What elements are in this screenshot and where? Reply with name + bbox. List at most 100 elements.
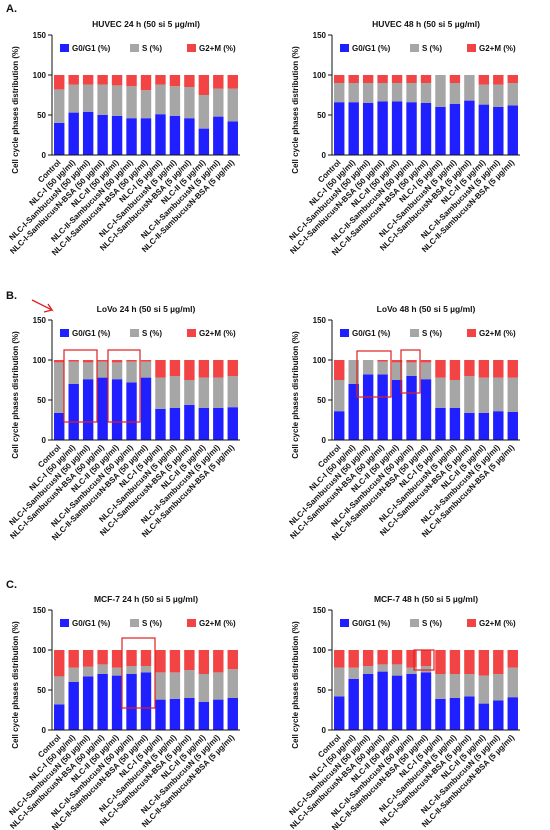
bar-segment <box>227 75 238 89</box>
y-axis-label: Cell cycle phases distribution (%) <box>291 46 300 174</box>
bar-segment <box>478 377 490 413</box>
bar-segment <box>97 664 108 674</box>
bar-segment <box>198 408 210 440</box>
bar-segment <box>169 698 181 730</box>
bar-segment <box>507 377 518 412</box>
bar-segment <box>54 123 65 155</box>
bar-segment <box>420 672 432 730</box>
y-tick-label: 0 <box>42 151 47 160</box>
bar-segment <box>493 84 504 107</box>
bar-segment <box>68 360 79 362</box>
bar-segment <box>213 75 224 89</box>
bar-segment <box>82 84 94 112</box>
bar-segment <box>435 360 446 378</box>
legend-swatch <box>130 44 139 52</box>
bar-segment <box>334 83 345 103</box>
bar-segment <box>140 90 152 119</box>
bar-segment <box>54 704 65 730</box>
legend-label: G2+M (%) <box>199 44 236 53</box>
bar-segment <box>227 669 238 698</box>
bar-segment <box>184 650 195 670</box>
bar-segment <box>507 697 518 730</box>
legend-swatch <box>410 619 419 627</box>
legend-swatch <box>60 44 69 52</box>
bar-segment <box>493 700 504 730</box>
bar-segment <box>507 360 518 378</box>
bar-segment <box>155 377 166 409</box>
bar-segment <box>68 667 79 682</box>
legend-label: G0/G1 (%) <box>72 329 111 338</box>
bar-segment <box>348 384 359 440</box>
bar-segment <box>184 380 195 405</box>
y-tick-label: 100 <box>313 71 327 80</box>
y-tick-label: 50 <box>37 111 46 120</box>
bar-segment <box>464 75 475 101</box>
bar-segment <box>111 360 123 363</box>
legend-label: G0/G1 (%) <box>72 619 111 628</box>
bar-segment <box>198 128 210 155</box>
bar-segment <box>348 650 359 668</box>
y-axis-label: Cell cycle phases distribution (%) <box>11 46 20 174</box>
bar-segment <box>391 380 403 440</box>
bar-segment <box>198 702 210 730</box>
legend-swatch <box>467 619 476 627</box>
legend-label: G2+M (%) <box>199 619 236 628</box>
bar-segment <box>227 407 238 440</box>
bar-segment <box>82 666 94 677</box>
bar-segment <box>507 105 518 155</box>
bar-segment <box>449 698 461 730</box>
bar-segment <box>391 664 403 676</box>
bar-segment <box>377 664 388 672</box>
bar-segment <box>213 699 224 730</box>
bar-segment <box>391 650 403 665</box>
y-axis-label: Cell cycle phases distribution (%) <box>291 621 300 749</box>
bar-segment <box>449 83 461 104</box>
bar-segment <box>140 360 152 362</box>
bar-segment <box>377 374 388 440</box>
highlight-box <box>356 350 392 398</box>
bar-segment <box>111 675 123 730</box>
bar-segment <box>406 650 417 668</box>
bar-segment <box>334 667 345 697</box>
bar-segment <box>406 362 417 376</box>
bar-segment <box>140 377 152 440</box>
chart-title: HUVEC 24 h (50 si 5 µg/ml) <box>92 19 200 29</box>
bar-segment <box>140 666 152 673</box>
legend-label: S (%) <box>142 329 162 338</box>
bar-segment <box>362 666 374 674</box>
bar-segment <box>198 377 210 408</box>
bar-segment <box>82 362 94 380</box>
y-tick-label: 100 <box>313 646 327 655</box>
bar-segment <box>435 650 446 674</box>
legend-swatch <box>340 329 349 337</box>
bar-segment <box>507 650 518 668</box>
bar-segment <box>68 75 79 85</box>
bar-segment <box>478 412 490 440</box>
bar-segment <box>420 83 432 103</box>
bar-segment <box>184 118 195 155</box>
bar-segment <box>464 376 475 413</box>
bar-segment <box>169 650 181 673</box>
bar-segment <box>507 75 518 83</box>
bar-segment <box>507 412 518 440</box>
chart-title: HUVEC 48 h (50 si 5 µg/ml) <box>372 19 480 29</box>
bar-segment <box>420 379 432 440</box>
bar-segment <box>126 86 137 119</box>
bar-segment <box>478 104 490 155</box>
legend-label: G2+M (%) <box>479 329 516 338</box>
bar-segment <box>126 75 137 87</box>
bar-segment <box>155 360 166 378</box>
bar-segment <box>54 650 65 677</box>
y-tick-label: 150 <box>33 316 47 325</box>
bar-segment <box>449 360 461 380</box>
bar-segment <box>420 360 432 363</box>
bar-segment <box>68 361 79 384</box>
bar-segment <box>493 674 504 701</box>
bar-segment <box>111 115 123 155</box>
bar-segment <box>435 698 446 730</box>
bar-segment <box>348 360 359 384</box>
legend-swatch <box>130 619 139 627</box>
bar-segment <box>198 75 210 95</box>
y-tick-label: 0 <box>322 436 327 445</box>
bar-segment <box>420 650 432 666</box>
